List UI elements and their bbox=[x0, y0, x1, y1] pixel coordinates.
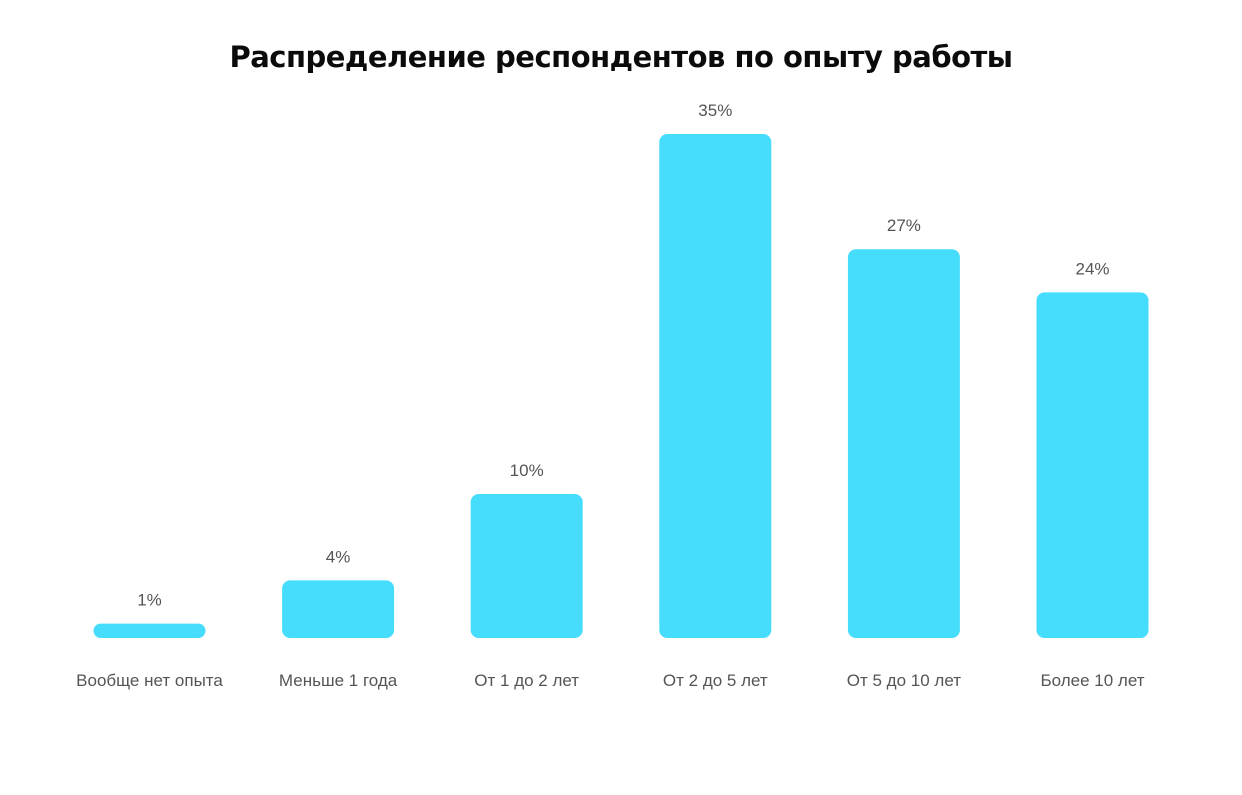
category-label-1: Вообще нет опыта bbox=[76, 671, 223, 690]
bar-6 bbox=[1036, 292, 1149, 638]
category-labels-layer: Вообще нет опыта Меньше 1 года От 1 до 2 л… bbox=[76, 671, 1145, 690]
bar-5 bbox=[847, 249, 960, 638]
value-label-5: 27% bbox=[887, 216, 921, 235]
category-label-2: Меньше 1 года bbox=[279, 671, 398, 690]
value-label-1: 1% bbox=[137, 591, 162, 610]
value-label-2: 4% bbox=[326, 547, 351, 566]
category-label-3: От 1 до 2 лет bbox=[474, 671, 579, 690]
category-label-4: От 2 до 5 лет bbox=[663, 671, 768, 690]
bar-2 bbox=[282, 580, 395, 638]
bar-1 bbox=[93, 623, 206, 638]
value-label-6: 24% bbox=[1075, 259, 1109, 278]
chart-title: Распределение респондентов по опыту рабо… bbox=[229, 40, 1013, 74]
bar-4 bbox=[659, 134, 772, 638]
bars-layer bbox=[93, 134, 1149, 638]
bar-3 bbox=[470, 494, 583, 638]
value-label-3: 10% bbox=[510, 461, 544, 480]
value-label-4: 35% bbox=[698, 101, 732, 120]
category-label-5: От 5 до 10 лет bbox=[847, 671, 961, 690]
value-labels-layer: 1% 4% 10% 35% 27% 24% bbox=[137, 101, 1109, 610]
category-label-6: Более 10 лет bbox=[1040, 671, 1144, 690]
